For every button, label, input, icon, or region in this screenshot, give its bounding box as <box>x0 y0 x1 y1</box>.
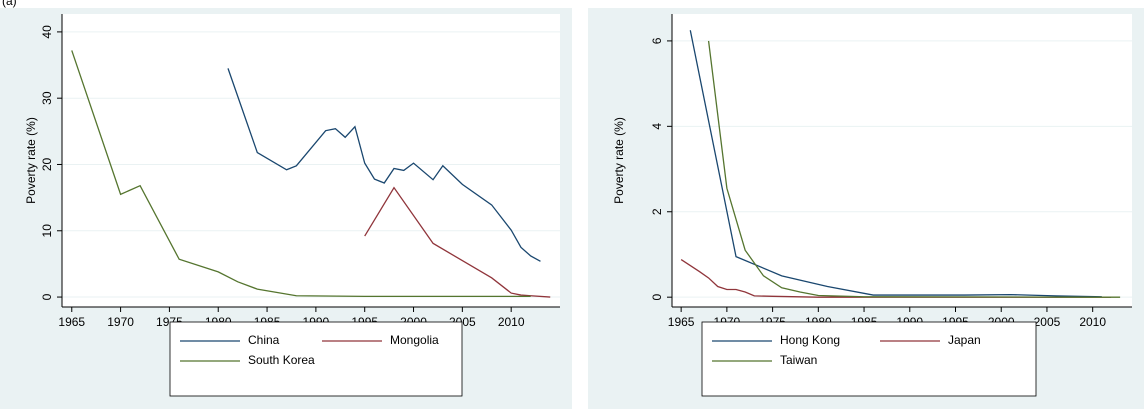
x-tick-label: 1965 <box>58 315 85 329</box>
y-tick-label: 0 <box>650 294 664 301</box>
panel-label: (a) <box>2 0 17 8</box>
series-line <box>364 186 551 298</box>
legend-box <box>169 321 463 397</box>
plot-area <box>62 14 560 307</box>
x-tick-label: 1965 <box>668 315 695 329</box>
y-tick-label: 4 <box>650 123 664 130</box>
x-tick-label: 2010 <box>1079 315 1106 329</box>
y-tick-label: 0 <box>40 293 54 300</box>
y-tick-label: 30 <box>40 91 54 105</box>
series-line <box>71 50 531 298</box>
y-tick-label: 40 <box>40 25 54 39</box>
series-line <box>707 40 1121 298</box>
legend-label: Hong Kong <box>780 333 840 347</box>
x-tick-label: 1970 <box>107 315 134 329</box>
legend-box <box>701 321 1037 397</box>
y-tick-label: 2 <box>650 208 664 215</box>
legend-label: Japan <box>948 333 981 347</box>
legend-label: Taiwan <box>780 353 817 367</box>
y-axis-title: Poverty rate (%) <box>612 117 626 204</box>
legend-label: Mongolia <box>390 333 439 347</box>
legend-label: China <box>248 333 280 347</box>
y-tick-label: 10 <box>40 224 54 238</box>
x-tick-label: 2005 <box>1034 315 1061 329</box>
x-tick-label: 2010 <box>498 315 525 329</box>
legend-label: South Korea <box>248 353 315 367</box>
series-line <box>227 68 541 262</box>
y-tick-label: 20 <box>40 157 54 171</box>
series-line <box>680 259 1111 298</box>
y-axis-title: Poverty rate (%) <box>24 117 38 204</box>
plot-area <box>672 14 1132 307</box>
y-tick-label: 6 <box>650 37 664 44</box>
series-line <box>689 30 1102 298</box>
